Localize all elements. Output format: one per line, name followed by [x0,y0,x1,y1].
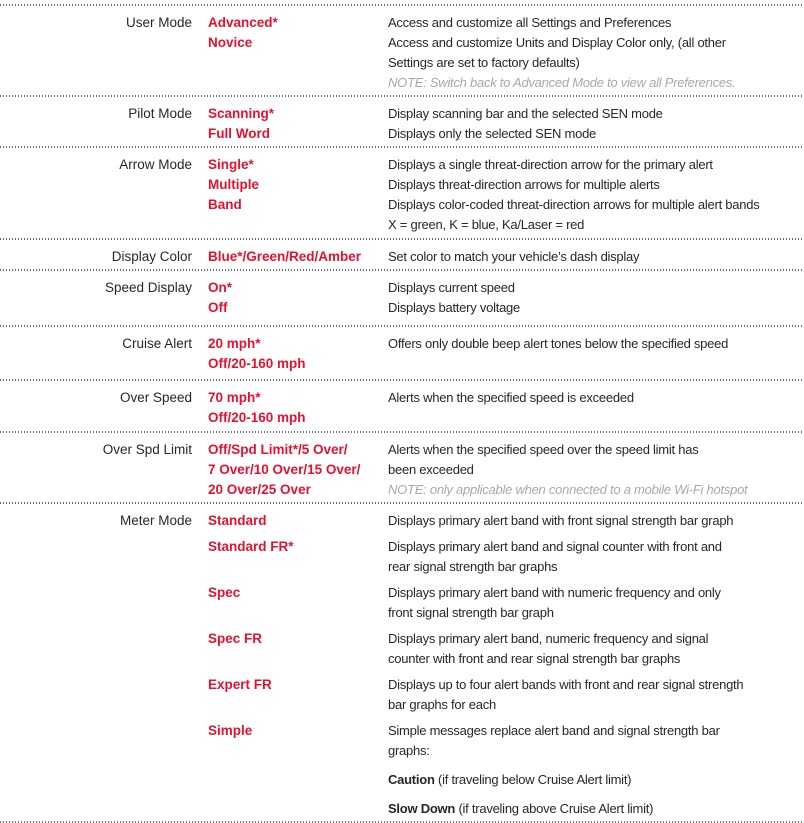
description-line: Displays primary alert band and signal c… [388,539,722,554]
row-user-mode: User Mode Advanced* Novice Access and cu… [0,6,804,95]
description-line: Displays up to four alert bands with fro… [388,677,744,692]
message-keyword: Caution [388,772,435,787]
description-line: Simple messages replace alert band and s… [388,723,720,738]
row-separator [0,269,804,271]
row-separator [0,325,804,327]
setting-option: Multiple [208,177,259,192]
description-line: graphs: [388,743,430,758]
simple-message-caution: Caution (if traveling below Cruise Alert… [388,770,804,790]
note-line: NOTE: only applicable when connected to … [388,482,748,497]
row-arrow-mode: Arrow Mode Single* Multiple Band Display… [0,148,804,238]
description-line: Displays only the selected SEN mode [388,126,597,141]
row-separator [0,502,804,504]
setting-option: Band [208,197,242,212]
description-line: Set color to match your vehicle’s dash d… [388,249,640,264]
row-separator [0,4,804,6]
description-line: front signal strength bar graph [388,605,554,620]
row-separator [0,431,804,433]
row-over-speed: Over Speed 70 mph* Off/20-160 mph Alerts… [0,381,804,431]
description-line: Displays threat-direction arrows for mul… [388,177,660,192]
message-keyword: Slow Down [388,801,456,816]
description-line: bar graphs for each [388,697,496,712]
setting-option: On* [208,280,233,295]
description-line: Displays primary alert band, numeric fre… [388,631,709,646]
description-line: Displays primary alert band with numeric… [388,585,721,600]
setting-option: 70 mph* [208,390,261,405]
message-condition: (if traveling above Cruise Alert limit) [455,801,654,816]
setting-option: Off [208,300,228,315]
description-line: rear signal strength bar graphs [388,559,558,574]
setting-label: Pilot Mode [128,106,192,121]
description-line: Settings are set to factory defaults) [388,55,580,70]
description-line: Access and customize Units and Display C… [388,35,726,50]
setting-option: Novice [208,35,253,50]
description-line: Displays battery voltage [388,300,521,315]
setting-option: Spec [208,585,241,600]
description-line: Displays current speed [388,280,515,295]
row-separator [0,146,804,148]
setting-label: Over Speed [119,390,192,405]
setting-option: Advanced* [208,15,278,30]
row-separator [0,238,804,240]
row-separator [0,95,804,97]
setting-option: Spec FR [208,631,263,646]
setting-option: Single* [208,157,254,172]
meter-subrow-expert-fr: Expert FR Displays up to four alert band… [192,675,804,715]
setting-option: 20 Over/25 Over [208,482,311,497]
row-over-spd-limit: Over Spd Limit Off/Spd Limit*/5 Over/ 7 … [0,433,804,502]
setting-option: Expert FR [208,677,272,692]
setting-label: Display Color [111,249,192,264]
setting-option: Off/Spd Limit*/5 Over/ [208,442,348,457]
setting-option: Simple [208,723,253,738]
meter-subrow-standard-fr: Standard FR* Displays primary alert band… [192,537,804,577]
setting-label: Cruise Alert [122,336,192,351]
setting-label: Over Spd Limit [102,442,192,457]
row-pilot-mode: Pilot Mode Scanning* Full Word Display s… [0,97,804,146]
setting-option: Full Word [208,126,270,141]
meter-subrow-standard: Standard Displays primary alert band wit… [192,511,804,531]
setting-option: Blue*/Green/Red/Amber [208,249,362,264]
row-meter-mode: Meter Mode Standard Displays primary ale… [0,504,804,821]
description-line: Access and customize all Settings and Pr… [388,15,672,30]
description-line: Displays primary alert band with front s… [388,513,734,528]
description-line: counter with front and rear signal stren… [388,651,681,666]
row-separator [0,379,804,381]
meter-subrow-spec: Spec Displays primary alert band with nu… [192,583,804,623]
message-condition: (if traveling below Cruise Alert limit) [434,772,632,787]
description-line: X = green, K = blue, Ka/Laser = red [388,217,585,232]
note-line: NOTE: Switch back to Advanced Mode to vi… [388,75,736,90]
description-line: Display scanning bar and the selected SE… [388,106,663,121]
simple-message-slow-down: Slow Down (if traveling above Cruise Ale… [388,799,804,819]
setting-label: Arrow Mode [119,157,192,172]
setting-option: 20 mph* [208,336,261,351]
meter-subrow-spec-fr: Spec FR Displays primary alert band, num… [192,629,804,669]
setting-label: User Mode [125,15,192,30]
description-line: Alerts when the specified speed over the… [388,442,699,457]
description-line: been exceeded [388,462,474,477]
setting-label: Speed Display [104,280,192,295]
setting-label: Meter Mode [119,513,192,528]
meter-subrow-simple: Simple Simple messages replace alert ban… [192,721,804,819]
setting-option: 7 Over/10 Over/15 Over/ [208,462,361,477]
description-line: Offers only double beep alert tones belo… [388,336,729,351]
description-line: Alerts when the specified speed is excee… [388,390,634,405]
setting-option: Off/20-160 mph [208,410,306,425]
row-speed-display: Speed Display On* Off Displays current s… [0,271,804,325]
description-line: Displays a single threat-direction arrow… [388,157,713,172]
setting-option: Scanning* [208,106,275,121]
setting-option: Off/20-160 mph [208,356,306,371]
setting-option: Standard [208,513,267,528]
row-cruise-alert: Cruise Alert 20 mph* Off/20-160 mph Offe… [0,327,804,379]
description-line: Displays color-coded threat-direction ar… [388,197,760,212]
row-display-color: Display Color Blue*/Green/Red/Amber Set … [0,240,804,269]
setting-option: Standard FR* [208,539,294,554]
